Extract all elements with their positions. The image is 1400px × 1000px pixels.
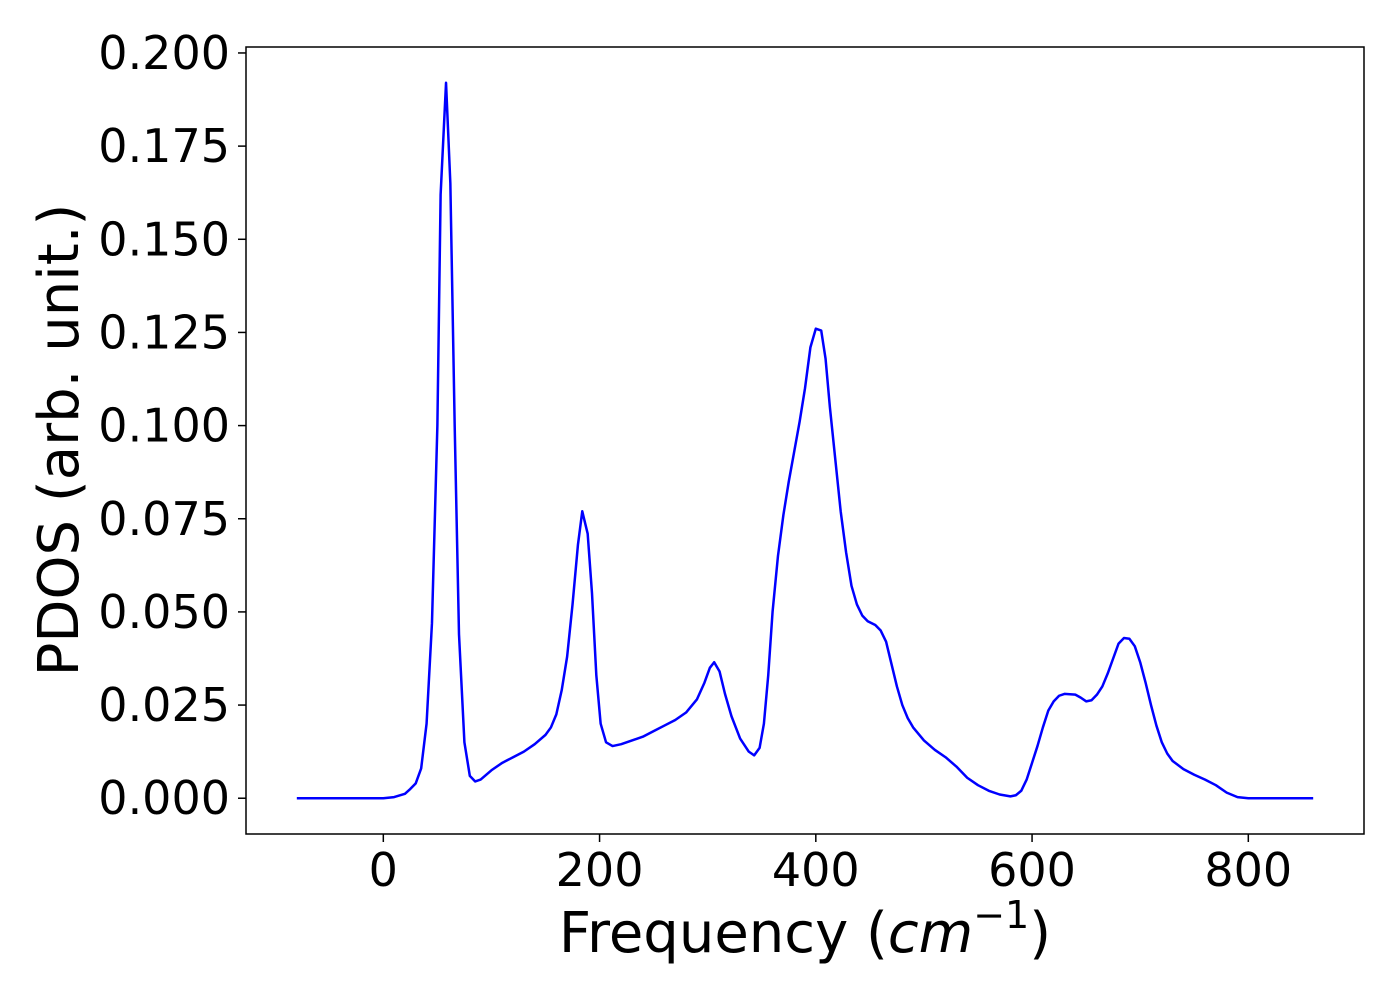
x-tick-label: 0 — [369, 843, 398, 897]
y-axis-label: PDOS (arb. unit.) — [27, 204, 92, 677]
y-tick-label: 0.100 — [98, 399, 230, 453]
y-tick-label: 0.200 — [98, 26, 230, 80]
x-tick-label: 400 — [772, 843, 860, 897]
x-label-part: cm — [888, 901, 973, 966]
y-tick-label: 0.025 — [98, 678, 230, 732]
x-tick-label: 600 — [988, 843, 1076, 897]
y-tick-label: 0.175 — [98, 119, 230, 173]
x-tick-label: 200 — [556, 843, 644, 897]
plot-frame — [245, 46, 1365, 835]
x-tick-label: 800 — [1204, 843, 1292, 897]
y-tick-label: 0.050 — [98, 585, 230, 639]
data-line — [296, 81, 1314, 800]
y-tick-label: 0.125 — [98, 305, 230, 359]
x-label-part: −1 — [973, 893, 1029, 937]
y-tick-label: 0.000 — [98, 771, 230, 825]
x-axis-label: Frequency (cm−1) — [559, 893, 1051, 966]
x-label-part: ) — [1029, 901, 1051, 966]
y-tick-label: 0.150 — [98, 212, 230, 266]
y-tick-label: 0.075 — [98, 492, 230, 546]
x-label-part: Frequency ( — [559, 901, 888, 966]
